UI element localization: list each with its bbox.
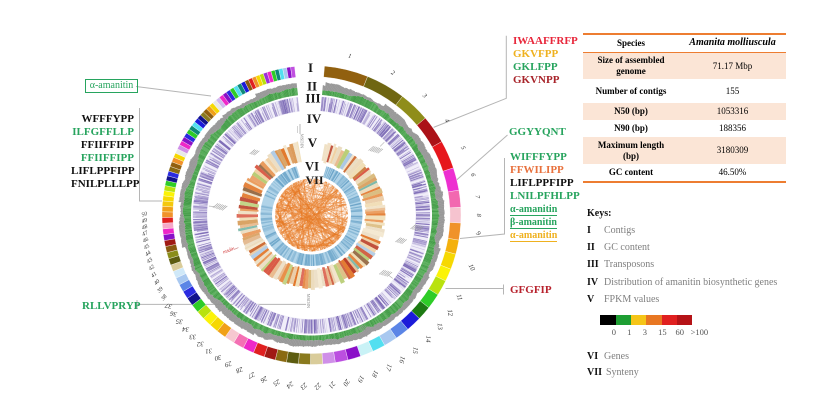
- svg-text:27: 27: [246, 370, 256, 379]
- svg-text:48: 48: [141, 224, 149, 232]
- svg-text:46: 46: [142, 237, 150, 245]
- svg-text:7: 7: [473, 195, 480, 200]
- svg-text:35: 35: [175, 317, 184, 325]
- svg-text:43: 43: [146, 257, 154, 265]
- svg-text:12: 12: [446, 309, 454, 317]
- svg-text:34: 34: [181, 325, 190, 332]
- svg-text:4: 4: [443, 117, 451, 124]
- svg-text:8: 8: [475, 214, 482, 218]
- svg-text:17: 17: [384, 363, 393, 372]
- svg-text:38: 38: [160, 294, 169, 303]
- svg-text:45: 45: [143, 243, 151, 251]
- svg-text:13: 13: [436, 323, 443, 331]
- svg-text:VII: VII: [305, 173, 323, 187]
- svg-text:22: 22: [312, 381, 322, 391]
- svg-text:16: 16: [397, 355, 405, 364]
- svg-text:15: 15: [411, 346, 419, 354]
- svg-text:26: 26: [258, 374, 268, 384]
- svg-text:36: 36: [169, 309, 178, 317]
- svg-text:11: 11: [455, 294, 463, 302]
- svg-text:MSDIN: MSDIN: [306, 294, 311, 309]
- svg-text:33: 33: [189, 333, 197, 340]
- svg-text:VI: VI: [305, 159, 319, 173]
- svg-text:41: 41: [150, 271, 158, 279]
- svg-text:1: 1: [347, 53, 352, 61]
- svg-text:III: III: [305, 90, 320, 105]
- svg-text:30: 30: [213, 353, 223, 362]
- svg-text:5: 5: [459, 145, 467, 151]
- svg-text:20: 20: [341, 378, 351, 388]
- svg-text:50: 50: [141, 211, 149, 219]
- svg-text:msdin: msdin: [223, 247, 236, 256]
- svg-text:19: 19: [355, 374, 365, 384]
- svg-text:18: 18: [370, 369, 379, 379]
- svg-text:I: I: [308, 60, 313, 75]
- svg-text:2: 2: [390, 69, 397, 77]
- svg-text:V: V: [308, 135, 318, 150]
- svg-text:44: 44: [144, 250, 152, 258]
- svg-text:10: 10: [467, 263, 477, 273]
- svg-text:25: 25: [271, 377, 281, 387]
- svg-text:MSDIN: MSDIN: [300, 134, 305, 149]
- svg-text:IV: IV: [307, 111, 322, 126]
- svg-text:21: 21: [327, 380, 337, 390]
- svg-text:23: 23: [298, 381, 308, 391]
- svg-text:29: 29: [223, 359, 232, 368]
- svg-text:47: 47: [141, 230, 150, 238]
- svg-text:37: 37: [164, 301, 174, 310]
- svg-text:9: 9: [474, 230, 482, 237]
- svg-text:14: 14: [424, 335, 431, 343]
- svg-text:39: 39: [156, 286, 165, 295]
- svg-text:II: II: [307, 78, 317, 93]
- svg-text:42: 42: [148, 264, 156, 272]
- svg-text:6: 6: [469, 173, 477, 179]
- svg-text:28: 28: [234, 365, 243, 374]
- svg-text:49: 49: [141, 217, 149, 225]
- svg-text:3: 3: [420, 92, 428, 100]
- svg-text:31: 31: [205, 346, 214, 354]
- svg-text:24: 24: [284, 380, 294, 390]
- svg-text:32: 32: [196, 340, 205, 348]
- svg-text:40: 40: [153, 278, 161, 286]
